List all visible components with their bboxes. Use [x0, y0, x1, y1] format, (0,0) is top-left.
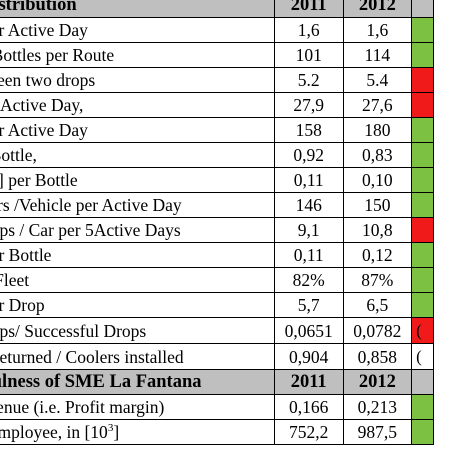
value-2012: 1,6 [342, 17, 413, 43]
section2-header-indicator [411, 369, 434, 395]
value-2011: 752,2 [273, 419, 344, 445]
row-label: age Bottles per Route [0, 42, 275, 68]
value-2011: 0,92 [273, 142, 344, 168]
status-indicator-green [411, 17, 434, 43]
value-2011: 1,6 [273, 17, 344, 43]
section1-year-2012: 2012 [342, 0, 413, 18]
status-indicator-green [411, 242, 434, 268]
value-2012: 0,858 [342, 343, 413, 370]
section2-title: essfulness of SME La Fantana [0, 369, 275, 395]
section1-year-2011: 2011 [273, 0, 344, 18]
row-label: per Bottle, [0, 142, 275, 168]
value-2012: 0,10 [342, 167, 413, 193]
table-row: per Bottle,0,920,83 [0, 142, 434, 168]
value-2011: 0,904 [273, 343, 344, 370]
value-2012: 5.4 [342, 67, 413, 93]
row-label: e of Fleet [0, 267, 275, 293]
value-2011: 5,7 [273, 292, 344, 318]
value-2012: 87% [342, 267, 413, 293]
value-2011: 0,0651 [273, 317, 344, 344]
status-indicator-green [411, 167, 434, 193]
status-indicator-red [411, 67, 434, 93]
section1-title: in distribution [0, 0, 275, 18]
value-2012: 0,12 [342, 242, 413, 268]
table-row: s per Active Day,27,927,6 [0, 92, 434, 118]
status-indicator-green [411, 419, 434, 445]
status-indicator-red: ( [411, 317, 434, 344]
table-row: ers Returned / Coolers installed0,9040,8… [0, 343, 434, 370]
value-2011: 9,1 [273, 217, 344, 243]
indicator-text: ( [416, 321, 422, 340]
row-label: per employee, in [103] [0, 419, 275, 445]
row-label-superscript: 3 [107, 422, 114, 435]
section2-year-2011: 2011 [273, 369, 344, 395]
value-2011: 0,11 [273, 242, 344, 268]
value-2011: 82% [273, 267, 344, 293]
row-label: meters /Vehicle per Active Day [0, 192, 275, 218]
value-2011: 101 [273, 42, 344, 68]
value-2012: 150 [342, 192, 413, 218]
status-indicator-green [411, 192, 434, 218]
row-label: liters] per Bottle [0, 167, 275, 193]
value-2011: 0,166 [273, 394, 344, 420]
section1-header-indicator [411, 0, 434, 18]
value-2011: 158 [273, 117, 344, 143]
value-2012: 0,213 [342, 394, 413, 420]
row-label: es per Drop [0, 292, 275, 318]
status-indicator-green [411, 142, 434, 168]
indicator-text: ( [416, 347, 422, 366]
row-label: /Revenue (i.e. Profit margin) [0, 394, 275, 420]
value-2011: 0,11 [273, 167, 344, 193]
row-label: l Drops / Car per 5Active Days [0, 217, 275, 243]
row-label: s per Active Day, [0, 92, 275, 118]
value-2012: 0,0782 [342, 317, 413, 344]
status-indicator-green [411, 394, 434, 420]
status-indicator-red [411, 217, 434, 243]
status-indicator-green [411, 117, 434, 143]
value-2011: 5.2 [273, 67, 344, 93]
value-2012: 6,5 [342, 292, 413, 318]
row-label: es per Active Day [0, 17, 275, 43]
row-label: ers Returned / Coolers installed [0, 343, 275, 370]
value-2012: 10,8 [342, 217, 413, 243]
value-2012: 27,6 [342, 92, 413, 118]
table-row: e of Fleet82%87% [0, 267, 434, 293]
value-2012: 180 [342, 117, 413, 143]
value-2011: 146 [273, 192, 344, 218]
row-label: between two drops [0, 67, 275, 93]
row-label: l Drops/ Successful Drops [0, 317, 275, 344]
status-indicator-green [411, 267, 434, 293]
value-2012: 987,5 [342, 419, 413, 445]
kpi-table: in distribution20112012es per Active Day… [0, 0, 434, 445]
status-indicator-white: ( [411, 343, 434, 370]
row-label: es per Active Day [0, 117, 275, 143]
status-indicator-green [411, 292, 434, 318]
section1-header-row: in distribution20112012 [0, 0, 434, 18]
section2-year-2012: 2012 [342, 369, 413, 395]
value-2011: 27,9 [273, 92, 344, 118]
row-label: €] per Bottle [0, 242, 275, 268]
status-indicator-green [411, 42, 434, 68]
status-indicator-red [411, 92, 434, 118]
value-2012: 0,83 [342, 142, 413, 168]
value-2012: 114 [342, 42, 413, 68]
